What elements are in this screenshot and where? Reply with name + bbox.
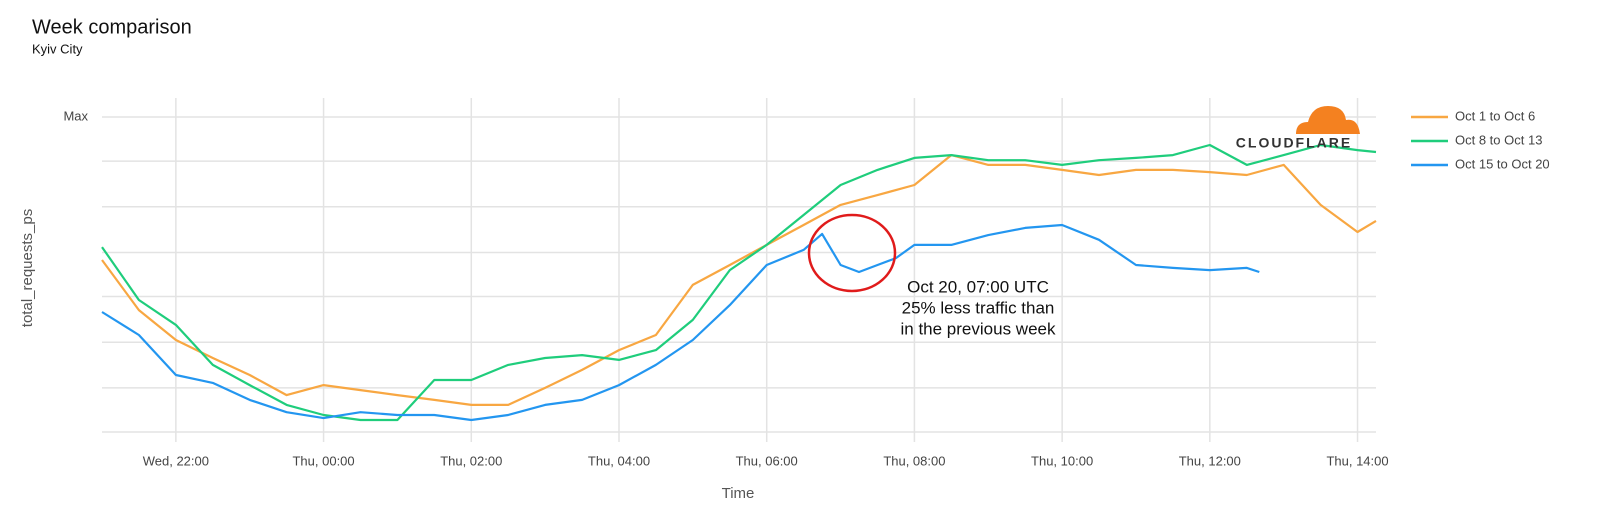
annotation: 25% less traffic than xyxy=(902,298,1055,317)
x-tick-label: Thu, 06:00 xyxy=(736,453,798,468)
logo-cloud xyxy=(1296,106,1360,134)
legend-label: Oct 1 to Oct 6 xyxy=(1455,108,1535,123)
x-tick-label: Thu, 04:00 xyxy=(588,453,650,468)
highlight-circle xyxy=(807,213,897,293)
x-tick-label: Thu, 00:00 xyxy=(292,453,354,468)
x-tick-label: Thu, 02:00 xyxy=(440,453,502,468)
lines xyxy=(101,143,1377,422)
annotation: Oct 20, 07:00 UTC xyxy=(907,277,1049,296)
grid: Max Wed, 22:00 Thu, 00:00 Thu, 02:00 Thu, 04… xyxy=(63,98,1389,468)
legend-label: Oct 15 to Oct 20 xyxy=(1455,156,1550,171)
annotation: in the previous week xyxy=(901,319,1056,338)
y-axis-label: total_requests_ps xyxy=(19,209,36,327)
y-tick-label: Max xyxy=(63,108,88,123)
legend: Oct 1 to Oct 6 Oct 8 to Oct 13 Oct 15 to O… xyxy=(1411,108,1550,171)
x-tick-label: Thu, 12:00 xyxy=(1179,453,1241,468)
chart-subtitle: Kyiv City xyxy=(32,41,83,56)
logo-text: CLOUDFLARE xyxy=(1236,135,1352,151)
x-tick-label: Thu, 10:00 xyxy=(1031,453,1093,468)
x-tick-label: Thu, 14:00 xyxy=(1326,453,1388,468)
series-line xyxy=(101,223,1260,422)
series-line xyxy=(101,143,1377,422)
legend-label: Oct 8 to Oct 13 xyxy=(1455,132,1542,147)
x-tick-label: Wed, 22:00 xyxy=(143,453,209,468)
x-axis-label: Time xyxy=(722,485,755,502)
x-tick-label: Thu, 08:00 xyxy=(883,453,945,468)
logo: CLOUDFLARE xyxy=(1236,106,1360,151)
series-line xyxy=(101,154,1377,406)
chart-title: Week comparison xyxy=(32,16,192,38)
